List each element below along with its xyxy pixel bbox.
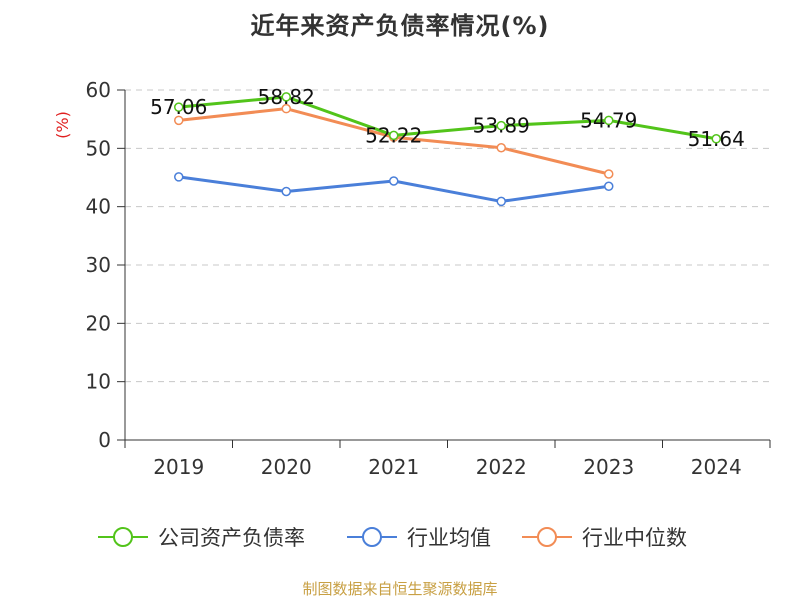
data-point [389,176,399,186]
x-tick-label: 2021 [368,455,419,479]
axes: 0 10 20 30 40 50 60 2019 2020 2021 2022 2023 2024 (%) [53,78,771,479]
y-tick-label: 40 [86,195,111,219]
legend-swatch-marker [537,527,557,547]
data-point [496,196,506,207]
data-point [281,103,291,114]
data-point [496,120,506,131]
y-tick-label: 20 [86,311,111,335]
data-point [496,143,506,153]
data-point [389,130,399,141]
series-line [178,95,717,141]
y-tick-label: 10 [86,370,111,394]
chart-title: 近年来资产负债率情况(%) [250,12,550,40]
legend-swatch-marker [113,527,133,547]
x-tick-label: 2022 [476,455,527,479]
data-label: 54.79 [580,108,637,132]
x-tick-label: 2020 [261,455,312,479]
legend-swatch-marker [362,527,382,547]
source-footer: 制图数据来自恒生聚源数据库 [302,580,498,598]
data-point [711,134,721,144]
x-tick-label: 2024 [691,455,742,479]
grid-lines [125,89,770,383]
data-point [604,181,614,191]
data-point [281,92,291,102]
y-tick-label: 30 [86,253,111,277]
x-tick-label: 2019 [153,455,204,479]
legend: 公司资产负债率 行业均值 行业中位数 [98,526,687,550]
y-tick-label: 0 [98,428,111,452]
series-layer [174,92,721,207]
data-labels-layer: 57.06 58.82 52.22 53.89 54.79 51.64 [150,85,745,151]
data-label: 58.82 [258,85,315,109]
data-point [174,115,184,126]
data-point [281,186,291,197]
data-label: 51.64 [688,127,745,151]
legend-label: 行业中位数 [582,526,687,550]
y-tick-label: 60 [86,78,111,102]
data-label: 57.06 [150,95,207,119]
legend-label: 行业均值 [407,526,491,550]
x-tick-label: 2023 [583,455,634,479]
data-label: 52.22 [365,123,422,147]
data-point [174,172,184,182]
data-point [174,102,184,112]
data-point [604,169,614,179]
legend-label: 公司资产负债率 [158,526,305,550]
y-tick-label: 50 [86,136,111,160]
data-point [604,115,614,126]
y-axis-label: (%) [53,111,72,139]
data-label: 53.89 [473,114,530,138]
